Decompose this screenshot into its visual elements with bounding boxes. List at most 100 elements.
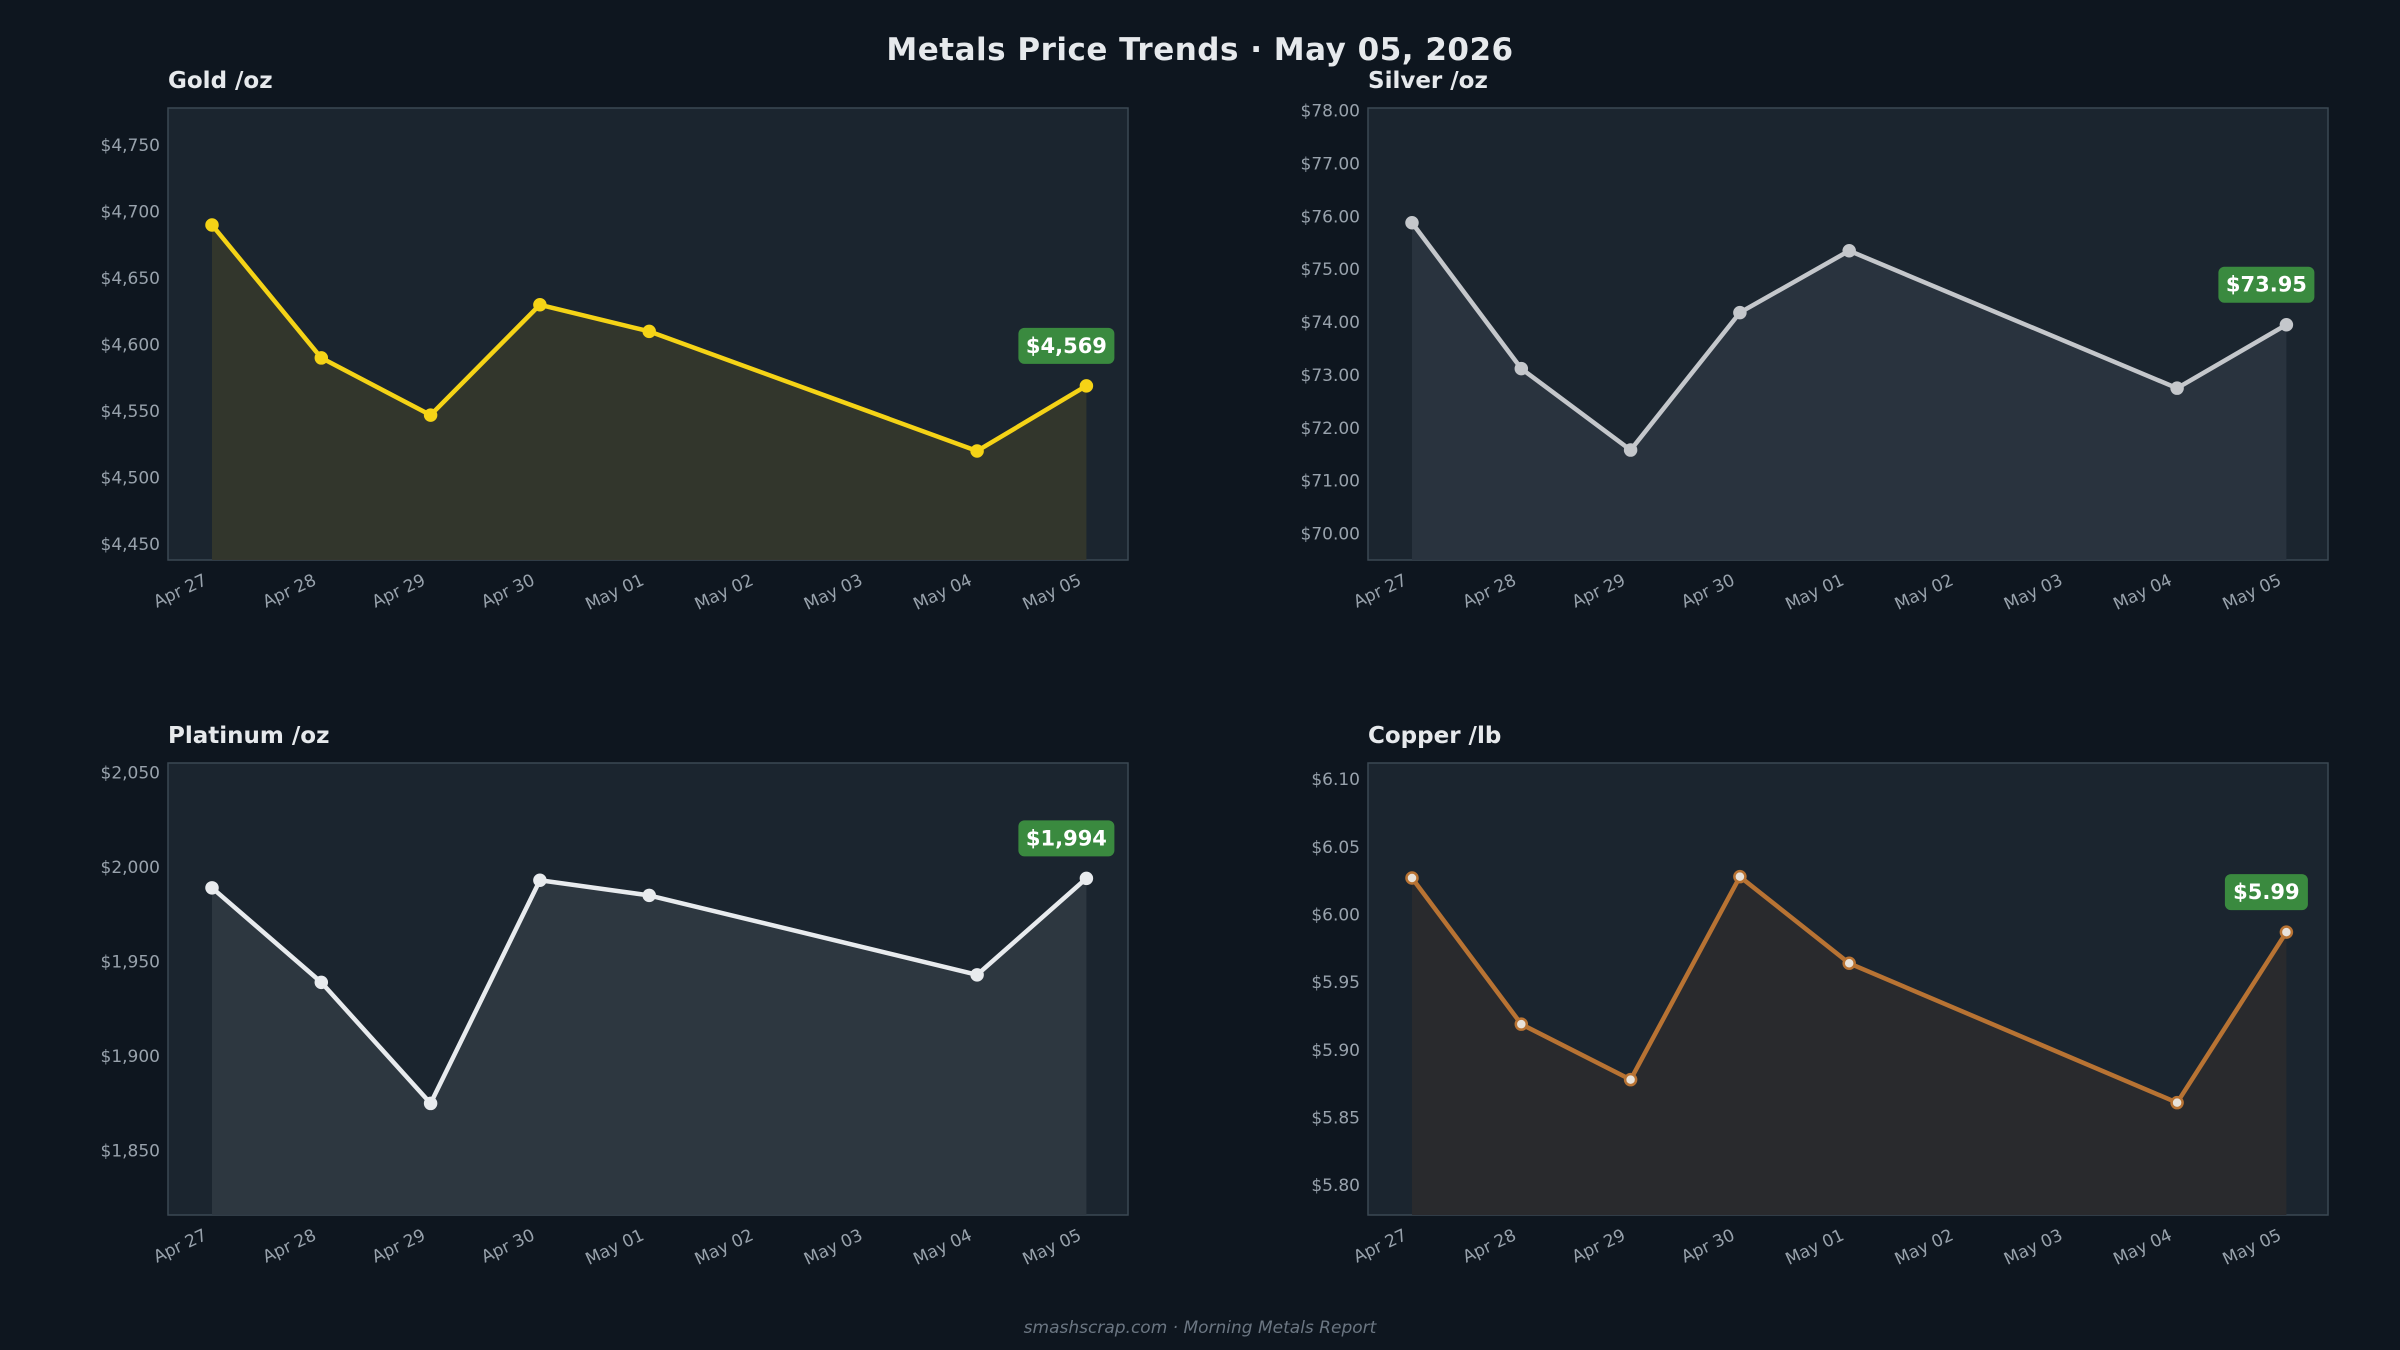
copper-xtick-label: Apr 30 xyxy=(1678,1225,1738,1267)
platinum-xtick-label: Apr 28 xyxy=(260,1225,320,1267)
platinum-xtick-label: Apr 30 xyxy=(478,1225,538,1267)
gold-xtick-label: Apr 28 xyxy=(260,570,320,612)
silver-ytick-label: $70.00 xyxy=(1301,525,1360,545)
platinum-xtick-label: Apr 29 xyxy=(369,1225,429,1267)
copper-xtick-label: Apr 27 xyxy=(1350,1225,1410,1267)
platinum-price-badge-text: $1,994 xyxy=(1026,826,1107,850)
gold-price-badge-text: $4,569 xyxy=(1026,334,1107,358)
gold-xtick-label: Apr 29 xyxy=(369,570,429,612)
gold-ytick-label: $4,550 xyxy=(101,402,160,422)
copper-point-may-05 xyxy=(2279,925,2294,939)
copper-title: Copper /lb xyxy=(1368,723,1501,749)
platinum-price-badge: $1,994 xyxy=(1018,820,1115,857)
gold-ytick-label: $4,500 xyxy=(101,469,160,489)
silver-xtick-label: May 01 xyxy=(1782,570,1847,614)
copper-xtick-label: May 03 xyxy=(2001,1225,2066,1269)
silver-xtick-label: May 05 xyxy=(2220,570,2285,614)
footer-credit: smashscrap.com · Morning Metals Report xyxy=(1023,1318,1377,1338)
platinum-point-apr-28 xyxy=(314,975,329,990)
gold-point-apr-30 xyxy=(533,298,547,312)
gold-ytick-label: $4,600 xyxy=(101,336,160,356)
platinum-ytick-label: $1,950 xyxy=(101,953,160,973)
platinum-point-apr-27 xyxy=(205,881,219,895)
silver-xtick-label: Apr 30 xyxy=(1678,570,1738,612)
silver-ytick-label: $77.00 xyxy=(1301,155,1360,175)
copper-point-may-01 xyxy=(1842,956,1856,971)
gold-ytick-label: $4,450 xyxy=(101,535,160,555)
gold-ytick-label: $4,700 xyxy=(101,203,160,223)
silver-point-apr-28 xyxy=(1514,361,1529,376)
silver-point-may-01 xyxy=(1842,243,1856,258)
platinum-ytick-label: $1,900 xyxy=(101,1047,160,1067)
copper-ytick-label: $5.85 xyxy=(1311,1109,1360,1129)
gold-chart: Gold /oz $4,450 $4,500 $4,550 $4,600 $4,650 $4… xyxy=(101,68,1129,615)
gold-point-may-05 xyxy=(1079,379,1094,393)
copper-xtick-label: May 05 xyxy=(2220,1225,2285,1269)
copper-point-may-04 xyxy=(2170,1095,2184,1110)
gold-xtick-label: May 05 xyxy=(1020,570,1085,614)
silver-ytick-label: $78.00 xyxy=(1301,102,1360,122)
platinum-ytick-label: $2,000 xyxy=(101,858,160,878)
gold-xtick-label: May 03 xyxy=(801,570,866,614)
gold-point-apr-27 xyxy=(205,218,219,232)
copper-point-apr-28 xyxy=(1514,1017,1529,1031)
silver-chart: Silver /oz $70.00 $71.00 $72.00 $73.00 $74.00… xyxy=(1301,68,2329,615)
copper-xtick-label: Apr 29 xyxy=(1569,1225,1629,1267)
silver-title: Silver /oz xyxy=(1368,68,1488,94)
platinum-area-fill xyxy=(212,878,1087,1215)
silver-ytick-label: $76.00 xyxy=(1301,207,1360,227)
silver-point-apr-30 xyxy=(1733,305,1747,320)
copper-xtick-label: May 01 xyxy=(1782,1225,1847,1269)
platinum-xtick-label: May 04 xyxy=(910,1225,975,1269)
gold-ytick-label: $4,750 xyxy=(101,136,160,156)
silver-xtick-label: May 02 xyxy=(1892,570,1957,614)
platinum-ytick-label: $1,850 xyxy=(101,1142,160,1162)
gold-point-may-01 xyxy=(642,324,656,339)
platinum-chart: Platinum /oz $1,850 $1,900 $1,950 $2,000 $2,0… xyxy=(101,723,1129,1270)
page-title: Metals Price Trends · May 05, 2026 xyxy=(886,32,1514,68)
copper-price-badge: $5.99 xyxy=(2224,874,2308,911)
copper-ytick-label: $5.95 xyxy=(1311,973,1360,993)
platinum-ytick-label: $2,050 xyxy=(101,763,160,783)
platinum-point-may-01 xyxy=(642,888,656,903)
copper-point-apr-27 xyxy=(1405,871,1419,885)
silver-ytick-label: $73.00 xyxy=(1301,366,1360,386)
copper-ytick-label: $5.90 xyxy=(1311,1041,1360,1061)
gold-title: Gold /oz xyxy=(168,68,273,94)
copper-xtick-label: Apr 28 xyxy=(1460,1225,1520,1267)
copper-price-badge-text: $5.99 xyxy=(2233,880,2299,904)
copper-xtick-label: May 04 xyxy=(2110,1225,2175,1269)
silver-point-apr-27 xyxy=(1405,215,1419,230)
platinum-point-may-04 xyxy=(970,968,984,982)
gold-xtick-label: May 01 xyxy=(582,570,647,614)
gold-xtick-label: May 04 xyxy=(910,570,975,614)
gold-point-may-04 xyxy=(970,444,984,458)
gold-xtick-label: Apr 27 xyxy=(150,570,210,612)
copper-chart: Copper /lb $5.80 $5.85 $5.90 $5.95 $6.00 $6.05… xyxy=(1311,723,2329,1270)
silver-price-badge: $73.95 xyxy=(2218,266,2315,303)
copper-ytick-label: $5.80 xyxy=(1311,1176,1360,1196)
platinum-xtick-label: May 03 xyxy=(801,1225,866,1269)
silver-point-may-04 xyxy=(2170,381,2184,395)
gold-price-badge: $4,569 xyxy=(1018,327,1115,364)
gold-point-apr-28 xyxy=(314,351,329,365)
gold-ytick-label: $4,650 xyxy=(101,269,160,289)
silver-point-may-05 xyxy=(2279,317,2294,332)
platinum-title: Platinum /oz xyxy=(168,723,329,749)
platinum-xtick-label: May 05 xyxy=(1020,1225,1085,1269)
platinum-xtick-label: Apr 27 xyxy=(150,1225,210,1267)
silver-price-badge-text: $73.95 xyxy=(2226,273,2307,297)
gold-point-apr-29 xyxy=(423,408,438,422)
platinum-xtick-label: May 01 xyxy=(582,1225,647,1269)
silver-ytick-label: $75.00 xyxy=(1301,260,1360,280)
platinum-point-may-05 xyxy=(1079,871,1094,886)
copper-ytick-label: $6.00 xyxy=(1311,906,1360,926)
silver-point-apr-29 xyxy=(1623,443,1638,457)
copper-xtick-label: May 02 xyxy=(1892,1225,1957,1269)
gold-xtick-label: May 02 xyxy=(692,570,757,614)
silver-ytick-label: $74.00 xyxy=(1301,313,1360,333)
platinum-xtick-label: May 02 xyxy=(692,1225,757,1269)
platinum-point-apr-30 xyxy=(533,873,547,888)
silver-ytick-label: $72.00 xyxy=(1301,419,1360,439)
